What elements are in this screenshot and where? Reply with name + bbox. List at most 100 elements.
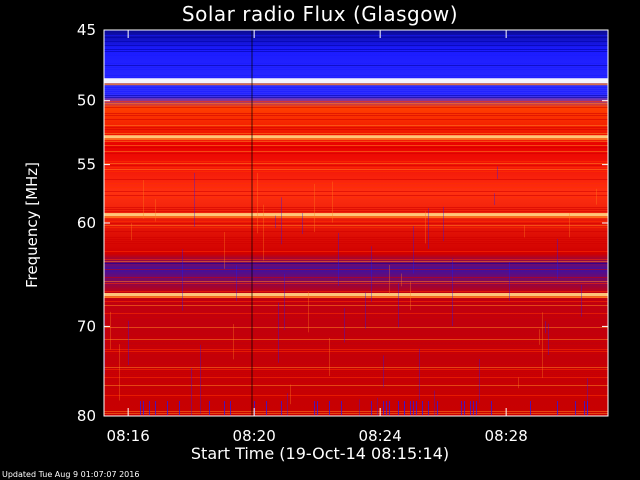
spectrogram-row [104,197,608,198]
time-streak [329,401,330,415]
time-streak [383,401,384,415]
time-streak [194,172,195,227]
spectrogram-row [104,37,608,38]
time-streak [236,264,237,301]
bright-band-edge [104,83,608,86]
time-streak [416,401,417,415]
spectrogram-row [104,317,608,318]
time-streak [302,212,303,235]
time-streak [224,231,225,269]
bright-band [104,293,608,297]
spectrogram-row [104,373,608,374]
time-streak [344,308,345,343]
spectrogram-row [104,87,608,88]
time-streak [410,281,411,311]
spectrogram-row [104,77,608,78]
time-streak [224,401,225,415]
spectrogram-row [104,67,608,68]
time-streak [437,401,438,415]
spectrogram-row [104,49,608,50]
time-streak [119,344,120,401]
spectrogram-row [104,385,608,386]
spectrogram-row [104,55,608,56]
spectrogram-row [104,91,608,92]
time-streak [557,238,558,280]
spectrogram-row [104,147,608,148]
x-tick-label: 08:16 [107,427,150,445]
time-streak [281,197,282,245]
spectrogram-row [104,221,608,222]
time-streak [371,246,372,302]
x-tick-label: 08:24 [359,427,402,445]
spectrogram-row [104,129,608,130]
time-streak [257,172,258,234]
time-streak [524,224,525,238]
spectrogram-row [104,125,608,126]
time-streak [398,283,399,328]
time-streak [191,368,192,416]
time-streak [155,199,156,222]
time-streak [200,344,201,414]
bright-band-edge [104,216,608,219]
time-streak [497,166,498,179]
time-streak [365,292,366,329]
spectrogram-row [104,239,608,240]
time-streak [308,291,309,333]
spectrogram-row [104,209,608,210]
time-streak [281,401,282,415]
spectrogram-row [104,383,608,384]
spectrogram-row [104,145,608,146]
spectrogram-row [104,365,608,366]
spectrogram-row [104,261,608,262]
spectrogram-row [104,237,608,238]
chart-title: Solar radio Flux (Glasgow) [181,2,459,26]
spectrogram-row [104,191,608,192]
bright-band-edge [104,296,608,299]
x-tick-label: 08:28 [485,427,528,445]
time-streak [542,312,543,378]
spectrogram-row [104,183,608,184]
time-streak [401,273,402,287]
spectrogram-row [104,231,608,232]
time-streak [422,401,423,415]
spectrogram-row [104,259,608,260]
time-streak [209,401,210,415]
time-streak [443,206,444,242]
spectrogram-row [104,163,608,164]
time-streak [569,213,570,238]
spectrogram-row [104,127,608,128]
spectrogram-row [104,151,608,152]
spectrogram-row [104,161,608,162]
y-tick-label: 45 [77,21,96,39]
spectrogram-row [104,179,608,180]
time-streak [359,399,360,416]
spectrogram-row [104,227,608,228]
spectrogram-row [104,301,608,302]
spectrogram-row [104,113,608,114]
spectrogram-row [104,345,608,346]
time-streak [428,401,429,415]
time-streak [419,348,420,400]
spectrogram-row [104,243,608,244]
spectrogram-row [104,291,608,292]
time-streak [434,390,435,416]
time-streak [143,401,144,415]
time-streak [110,311,111,350]
spectrogram-row [104,377,608,378]
spectrogram-row [104,277,608,278]
spectrogram-row [104,313,608,314]
spectrogram-row [104,107,608,108]
spectrogram-row [104,165,608,166]
spectrogram-row [104,195,608,196]
time-streak [338,232,339,286]
time-streak [290,384,291,405]
spectrogram-row [104,187,608,188]
spectrogram-row [104,75,608,76]
time-streak [233,324,234,360]
time-streak [518,377,519,389]
spectrogram-row [104,241,608,242]
spectrogram-row [104,339,608,340]
time-streak [587,401,588,415]
time-streak [461,401,462,415]
